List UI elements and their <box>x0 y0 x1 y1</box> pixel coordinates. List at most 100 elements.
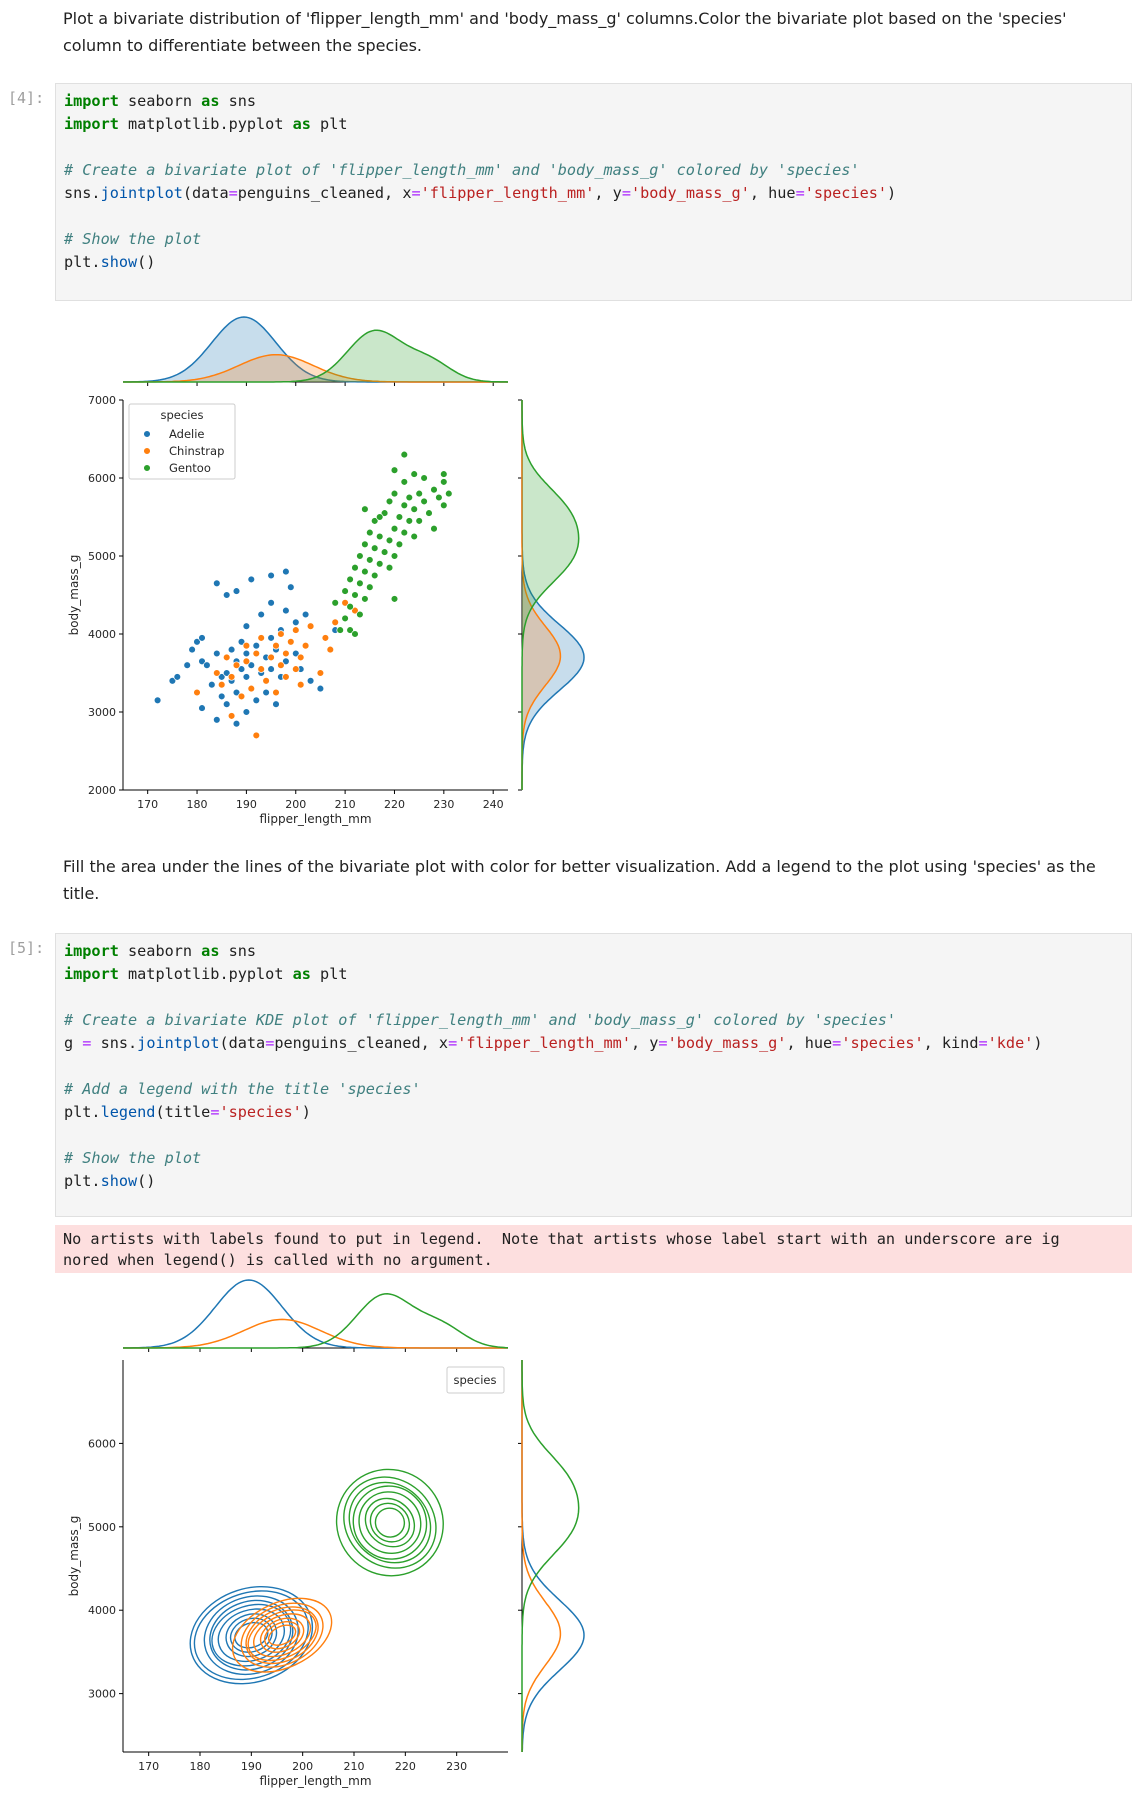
scatter-point-adelie <box>232 587 241 595</box>
code-editor[interactable]: import seaborn as sns import matplotlib.… <box>64 942 1043 1190</box>
scatter-point-adelie <box>222 669 231 677</box>
scatter-point-adelie <box>247 575 256 584</box>
scatter-point-adelie <box>213 579 221 588</box>
x-axis-label: flipper_length_mm <box>259 812 371 826</box>
x-tick-label: 190 <box>241 1760 262 1773</box>
legend-marker-chinstrap <box>143 447 151 455</box>
scatter-point-gentoo <box>415 517 423 525</box>
scatter-point-gentoo <box>440 470 448 478</box>
scatter-point-gentoo <box>420 497 428 506</box>
scatter-point-gentoo <box>370 517 379 525</box>
scatter-point-chinstrap <box>292 626 300 634</box>
scatter-point-adelie <box>193 638 201 646</box>
scatter-point-chinstrap <box>351 606 359 615</box>
scatter-point-adelie <box>262 688 270 697</box>
scatter-point-adelie <box>217 692 226 701</box>
y-axis-label: body_mass_g <box>67 1516 81 1597</box>
execution-count: [4]: <box>8 89 45 107</box>
scatter-point-gentoo <box>415 489 423 498</box>
scatter-point-adelie <box>222 700 231 708</box>
scatter-point-gentoo <box>361 595 369 603</box>
scatter-point-gentoo <box>375 532 384 541</box>
scatter-point-chinstrap <box>213 669 221 677</box>
y-tick-label: 6000 <box>88 1437 116 1450</box>
marginal-y-curve-gentoo <box>521 1360 580 1752</box>
x-tick-label: 230 <box>433 798 454 811</box>
scatter-point-adelie <box>198 634 206 642</box>
scatter-point-gentoo <box>370 571 379 580</box>
scatter-point-gentoo <box>400 450 409 459</box>
scatter-point-chinstrap <box>227 673 236 681</box>
scatter-point-adelie <box>316 684 325 693</box>
scatter-point-gentoo <box>356 610 364 619</box>
stderr-line: nored when legend() is called with no ar… <box>63 1251 493 1269</box>
scatter-point-adelie <box>242 622 251 630</box>
scatter-point-chinstrap <box>306 622 315 630</box>
y-tick-label: 3000 <box>88 706 116 719</box>
execution-count: [5]: <box>8 939 45 957</box>
scatter-point-chinstrap <box>331 618 339 627</box>
x-tick-label: 170 <box>137 798 158 811</box>
kde-contour-gentoo <box>343 1476 437 1569</box>
scatter-point-adelie <box>237 665 246 673</box>
scatter-point-adelie <box>232 719 241 728</box>
scatter-point-gentoo <box>390 489 399 498</box>
legend-title: species <box>454 1373 497 1387</box>
kde-contour-gentoo <box>352 1485 428 1560</box>
x-tick-label: 210 <box>335 798 356 811</box>
scatter-point-gentoo <box>385 563 394 572</box>
y-tick-label: 4000 <box>88 1604 116 1617</box>
scatter-point-adelie <box>282 606 290 615</box>
scatter-point-chinstrap <box>232 661 241 669</box>
x-tick-label: 200 <box>285 798 306 811</box>
scatter-point-adelie <box>173 673 182 681</box>
scatter-point-adelie <box>292 649 300 658</box>
code-cell-input[interactable]: import seaborn as sns import matplotlib.… <box>55 83 1132 301</box>
scatter-point-gentoo <box>356 552 364 560</box>
scatter-point-gentoo <box>375 560 384 568</box>
scatter-point-chinstrap <box>282 649 290 658</box>
x-tick-label: 210 <box>344 1760 365 1773</box>
scatter-point-gentoo <box>400 478 409 486</box>
scatter-point-adelie <box>213 649 221 658</box>
y-tick-label: 5000 <box>88 1521 116 1534</box>
scatter-point-chinstrap <box>326 645 335 654</box>
x-tick-label: 200 <box>292 1760 313 1773</box>
scatter-point-adelie <box>242 649 251 658</box>
scatter-point-adelie <box>267 665 275 673</box>
x-tick-label: 230 <box>446 1760 467 1773</box>
scatter-point-chinstrap <box>193 688 201 697</box>
code-editor[interactable]: import seaborn as sns import matplotlib.… <box>64 92 897 271</box>
scatter-point-gentoo <box>390 552 399 560</box>
scatter-point-gentoo <box>410 470 418 478</box>
scatter-point-gentoo <box>405 493 414 502</box>
scatter-point-adelie <box>213 716 221 724</box>
scatter-point-adelie <box>257 610 265 619</box>
y-tick-label: 6000 <box>88 472 116 485</box>
scatter-point-adelie <box>227 645 236 654</box>
scatter-point-gentoo <box>410 532 418 541</box>
scatter-point-chinstrap <box>277 630 285 638</box>
scatter-point-adelie <box>153 696 162 705</box>
kde-contour-adelie <box>225 1613 278 1658</box>
legend-box <box>128 403 236 480</box>
scatter-point-gentoo <box>420 474 428 482</box>
scatter-point-chinstrap <box>341 599 349 607</box>
x-tick-label: 190 <box>236 798 257 811</box>
scatter-point-gentoo <box>361 567 369 576</box>
code-cell-input[interactable]: import seaborn as sns import matplotlib.… <box>55 933 1132 1217</box>
y-tick-label: 3000 <box>88 1688 116 1701</box>
scatter-point-chinstrap <box>296 653 305 662</box>
x-tick-label: 220 <box>384 798 405 811</box>
scatter-point-gentoo <box>410 505 418 513</box>
x-tick-label: 220 <box>395 1760 416 1773</box>
scatter-point-adelie <box>168 677 177 685</box>
scatter-point-adelie <box>301 610 310 619</box>
x-tick-label: 170 <box>138 1760 159 1773</box>
x-tick-label: 180 <box>187 798 208 811</box>
kde-contour-chinstrap <box>231 1597 333 1673</box>
marginal-x-curve-chinstrap <box>123 1318 508 1349</box>
scatter-point-adelie <box>198 704 206 712</box>
x-tick-label: 180 <box>190 1760 211 1773</box>
legend-label-adelie: Adelie <box>169 427 205 441</box>
